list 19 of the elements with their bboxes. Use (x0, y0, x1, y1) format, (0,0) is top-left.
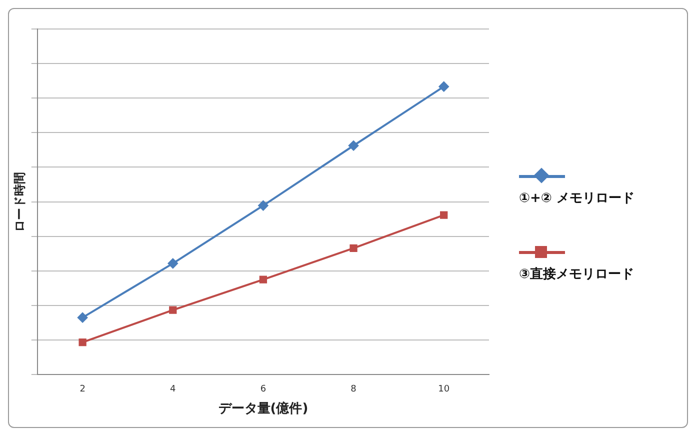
point (259, 276, 268, 284)
point (348, 140, 359, 151)
point (350, 244, 358, 252)
point (78, 312, 88, 323)
point (168, 258, 178, 268)
x-tick-label: 2 (80, 384, 86, 394)
point (440, 211, 448, 219)
legend-label: ①+② メモリロード (519, 190, 636, 207)
y-axis-title: ロード時間 (12, 172, 26, 232)
x-tick-label: 8 (350, 384, 357, 394)
point (258, 200, 268, 211)
x-axis-title: データ量(億件) (218, 400, 308, 417)
point (169, 306, 177, 314)
point (438, 82, 449, 92)
x-tick-label: 6 (260, 384, 266, 394)
legend-label: ③直接メモリロード (519, 266, 636, 283)
point (78, 338, 86, 346)
x-tick-label: 4 (170, 384, 176, 394)
x-tick-label: 10 (438, 384, 450, 394)
